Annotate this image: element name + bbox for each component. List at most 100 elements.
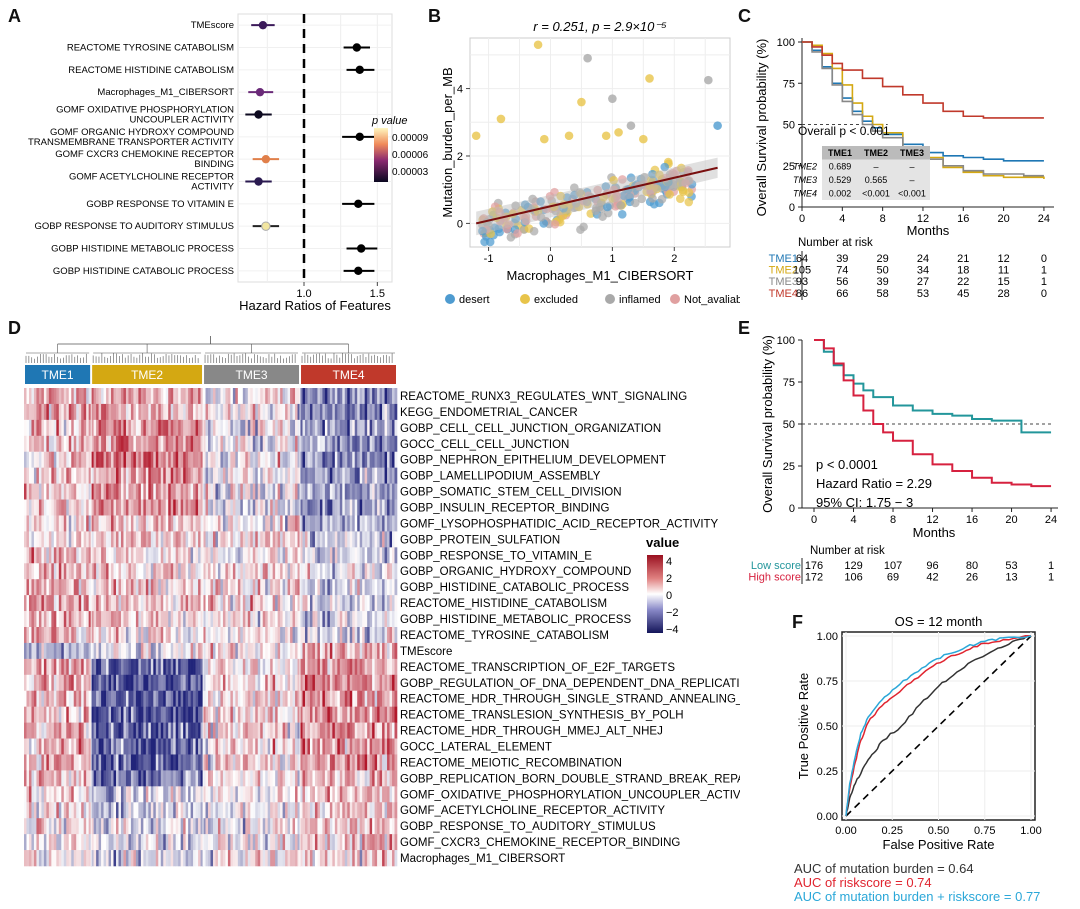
panel-d-heatmap-cell <box>230 642 234 660</box>
panel-d-heatmap-cell <box>111 722 114 739</box>
panel-d-heatmap-cell <box>195 531 199 548</box>
panel-d-heatmap-cell <box>374 834 378 851</box>
panel-d-heatmap-cell <box>108 722 112 739</box>
panel-d-heatmap-cell <box>287 499 291 516</box>
panel-d-heatmap-cell <box>91 499 94 516</box>
panel-d-heatmap-cell <box>302 850 306 867</box>
panel-d-heatmap-cell <box>215 770 219 787</box>
panel-d-heatmap-cell <box>188 595 191 612</box>
panel-d-heatmap-cell <box>190 834 194 851</box>
panel-d-heatmap-cell <box>304 754 308 771</box>
panel-d-heatmap-cell <box>128 834 132 851</box>
panel-d-heatmap-cell <box>230 388 234 405</box>
panel-d-heatmap-cell <box>91 690 94 707</box>
panel-c-xtick-label: 20 <box>997 213 1009 225</box>
panel-d-heatmap-cell <box>262 738 266 755</box>
panel-d-heatmap-cell <box>295 722 298 739</box>
panel-d-heatmap-cell <box>220 563 224 580</box>
panel-d-heatmap-cell <box>292 690 296 707</box>
panel-d-heatmap-cell <box>210 738 214 755</box>
panel-d-heatmap-cell <box>158 674 162 692</box>
panel-d-heatmap-cell <box>58 658 62 676</box>
panel-d-heatmap-cell <box>43 563 47 580</box>
panel-d-heatmap-cell <box>103 499 107 516</box>
panel-d-heatmap-cell <box>240 388 244 405</box>
panel-d-heatmap-cell <box>123 611 127 628</box>
panel-d-heatmap-cell <box>272 515 276 532</box>
panel-d-heatmap-cell <box>255 611 259 628</box>
panel-d-heatmap-cell <box>148 674 152 692</box>
panel-d-heatmap-cell <box>190 515 194 532</box>
panel-d-heatmap-cell <box>379 451 383 468</box>
panel-d-heatmap-cell <box>327 388 331 405</box>
panel-d-group-label: TME1 <box>42 368 74 382</box>
panel-d-heatmap-cell <box>41 627 45 644</box>
panel-b-ylabel: Mutation_burden_per_MB <box>440 67 455 217</box>
panel-d-heatmap-cell <box>101 850 104 867</box>
panel-d-heatmap-cell <box>327 690 331 707</box>
panel-d-heatmap-cell <box>332 674 336 692</box>
panel-b-point <box>502 224 512 234</box>
panel-d-heatmap-cell <box>103 818 107 835</box>
panel-d-heatmap-cell <box>245 754 249 771</box>
panel-d-heatmap-cell <box>103 738 107 755</box>
panel-d-heatmap-cell <box>185 818 189 835</box>
panel-d-heatmap-cell <box>46 802 50 819</box>
panel-d-heatmap-cell <box>73 499 77 516</box>
panel-d-heatmap-cell <box>178 722 181 739</box>
panel-d-heatmap-cell <box>217 451 221 468</box>
panel-d-heatmap-cell <box>163 547 167 564</box>
panel-d-heatmap-cell <box>168 611 172 628</box>
panel-d-heatmap-cell <box>287 834 291 851</box>
panel-c-ytick-label: 100 <box>777 37 795 49</box>
panel-d-heatmap-cell <box>76 595 80 612</box>
panel-d-heatmap-cell <box>262 642 266 660</box>
panel-d-heatmap-cell <box>319 467 323 484</box>
panel-d-heatmap-cell <box>262 627 266 644</box>
panel-d-heatmap-cell <box>48 658 52 676</box>
panel-d-heatmap-cell <box>210 611 214 628</box>
panel-d-heatmap-cell <box>257 770 261 787</box>
panel-d-heatmap-cell <box>43 531 47 548</box>
panel-d-heatmap-cell <box>81 531 84 548</box>
panel-d-heatmap-cell <box>237 499 241 516</box>
panel-d-heatmap-cell <box>287 674 291 692</box>
panel-d-heatmap-cell <box>235 706 239 723</box>
panel-d-heatmap-cell <box>389 850 393 867</box>
panel-d-heatmap-cell <box>339 674 343 692</box>
panel-d-heatmap-cell <box>372 818 375 835</box>
panel-d-heatmap-cell <box>262 579 266 596</box>
panel-d-heatmap-cell <box>91 786 94 803</box>
panel-d-heatmap-cell <box>364 579 368 596</box>
panel-d-heatmap-cell <box>384 595 388 612</box>
panel-d-heatmap-cell <box>190 802 194 819</box>
panel-d-heatmap-cell <box>304 674 308 692</box>
panel-d-heatmap-cell <box>215 818 219 835</box>
panel-d-heatmap-cell <box>312 595 316 612</box>
panel-d-heatmap-cell <box>155 483 159 500</box>
panel-d-heatmap-cell <box>195 499 199 516</box>
panel-d-heatmap-cell <box>372 770 375 787</box>
panel-d-heatmap-cell <box>198 786 201 803</box>
panel-d-heatmap-cell <box>53 642 57 660</box>
panel-d-heatmap-cell <box>98 483 102 500</box>
panel-d-heatmap-cell <box>362 722 365 739</box>
panel-d-heatmap-cell <box>58 754 62 771</box>
panel-d-heatmap-cell <box>237 786 241 803</box>
panel-d-heatmap-cell <box>130 642 134 660</box>
panel-d-heatmap-cell <box>96 690 99 707</box>
panel-d-heatmap-cell <box>106 388 109 405</box>
panel-d-heatmap-cell <box>33 770 37 787</box>
panel-d-heatmap-cell <box>210 563 214 580</box>
panel-d-heatmap-cell <box>332 419 336 437</box>
panel-d-heatmap-cell <box>300 738 303 755</box>
panel-b-scatter-plot: r = 0.251, p = 2.9×10⁻⁵-1 0 1 2024Macrophag… <box>440 19 740 306</box>
panel-d-heatmap-cell <box>215 467 219 484</box>
panel-d-heatmap-cell <box>275 547 278 564</box>
panel-d-heatmap-cell <box>128 435 132 453</box>
panel-d-heatmap-cell <box>352 579 356 596</box>
panel-d-heatmap-cell <box>185 547 189 564</box>
panel-d-heatmap-cell <box>275 818 278 835</box>
panel-d-heatmap-cell <box>272 467 276 484</box>
panel-d-heatmap-cell <box>46 388 50 405</box>
